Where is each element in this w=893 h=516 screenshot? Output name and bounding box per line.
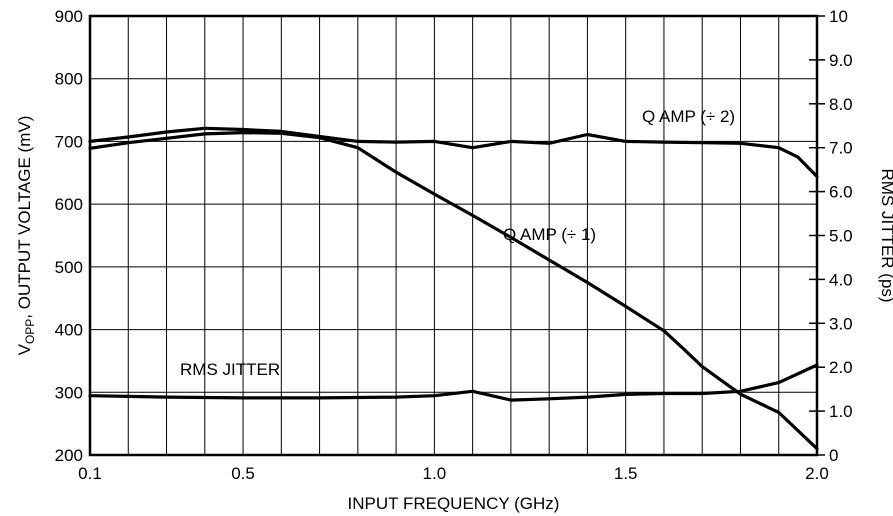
- y-left-axis-title: VOPP, OUTPUT VOLTAGE (mV): [15, 116, 37, 356]
- series-line-rms-jitter: [88, 363, 819, 402]
- annotations: Q AMP (÷ 2) Q AMP (÷ 1) RMS JITTER: [180, 107, 735, 379]
- x-tick-label: 0.5: [231, 464, 255, 483]
- y-right-tick-label: 5.0: [829, 227, 853, 246]
- y-right-tick-label: 6.0: [829, 183, 853, 202]
- y-left-tick-label: 900: [55, 7, 83, 26]
- y-right-tick-label: 2.0: [829, 358, 853, 377]
- annotation-label: Q AMP (÷ 1): [503, 225, 596, 244]
- y-right-tick-label: 8.0: [829, 95, 853, 114]
- annotation-label: RMS JITTER: [180, 360, 280, 379]
- x-tick-label: 1.0: [423, 464, 447, 483]
- y-right-tick-label: 7.0: [829, 139, 853, 158]
- x-axis-title: INPUT FREQUENCY (GHz): [348, 494, 560, 513]
- y-left-axis-title-subscript: OPP: [23, 319, 37, 344]
- plot-frame: [88, 14, 819, 457]
- y-right-tick-label: 1.0: [829, 402, 853, 421]
- y-left-tick-label: 800: [55, 70, 83, 89]
- x-tick-label: 2.0: [805, 464, 829, 483]
- series-line-q-amp-1: [88, 131, 819, 451]
- y-left-axis-title-main: V: [15, 343, 34, 355]
- y-left-axis-title-rest: , OUTPUT VOLTAGE (mV): [15, 116, 34, 319]
- x-tick-label: 0.1: [78, 464, 102, 483]
- annotation-label: Q AMP (÷ 2): [642, 107, 735, 126]
- y-right-tick-label: 4.0: [829, 270, 853, 289]
- y-left-tick-label: 500: [55, 258, 83, 277]
- y-left-tick-label: 600: [55, 195, 83, 214]
- y-right-tick-label: 3.0: [829, 314, 853, 333]
- y-right-axis-title: RMS JITTER (ps): [878, 168, 893, 302]
- y-left-tick-label: 400: [55, 321, 83, 340]
- series-layer: [88, 126, 819, 451]
- y-right-tick-label: 10: [829, 7, 848, 26]
- y-left-tick-label: 700: [55, 132, 83, 151]
- grid: [89, 15, 818, 456]
- series-line-q-amp-2: [88, 126, 819, 179]
- x-tick-label: 1.5: [614, 464, 638, 483]
- y-left-tick-label: 300: [55, 383, 83, 402]
- ticks: 0 1.0 2.0 3.0 4.0 5.0 6.0 7.0 8.0 9.0 10 200 300 400 5…: [55, 7, 853, 483]
- y-right-tick-label: 0: [829, 446, 838, 465]
- labels: INPUT FREQUENCY (GHz) VOPP, OUTPUT VOLTAG…: [15, 116, 893, 513]
- y-right-tick-label: 9.0: [829, 51, 853, 70]
- y-left-tick-label: 200: [55, 446, 83, 465]
